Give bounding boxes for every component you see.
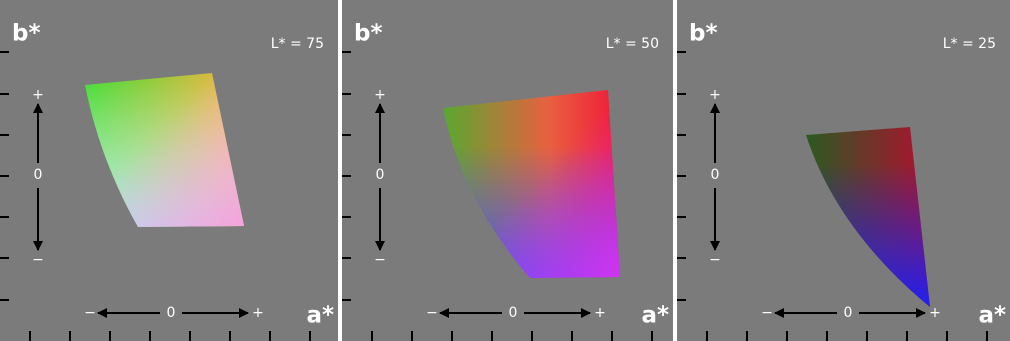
b-axis-sign: 0 xyxy=(711,167,720,183)
b-axis-sign: + xyxy=(32,87,44,103)
a-axis-sign: + xyxy=(594,305,606,321)
b-axis-sign: − xyxy=(709,252,721,268)
a-axis-sign: 0 xyxy=(844,305,853,321)
a-axis-sign: + xyxy=(929,305,941,321)
a-axis-sign: − xyxy=(426,305,438,321)
b-axis-sign: + xyxy=(709,87,721,103)
figure: b* L* = 75 a* +0 − − 0 + b* L* = 50 a* +0 − − 0 + b* L* =… xyxy=(0,0,1010,341)
b-axis-sign: − xyxy=(32,252,44,268)
panel: b* L* = 50 a* +0 − − 0 + xyxy=(342,0,673,341)
a-axis-sign: 0 xyxy=(167,305,176,321)
a-axis-label: a* xyxy=(978,303,1006,329)
b-axis-sign: + xyxy=(374,87,386,103)
a-axis-label: a* xyxy=(641,303,669,329)
b-axis-sign: 0 xyxy=(34,167,43,183)
a-axis-sign: + xyxy=(252,305,264,321)
panel: b* L* = 25 a* +0 − − 0 + xyxy=(677,0,1010,341)
b-axis-label: b* xyxy=(354,21,383,47)
b-axis-sign: − xyxy=(374,252,386,268)
lightness-label: L* = 50 xyxy=(606,36,659,52)
lightness-label: L* = 25 xyxy=(943,36,996,52)
b-axis-label: b* xyxy=(12,21,41,47)
a-axis-sign: − xyxy=(84,305,96,321)
a-axis-sign: 0 xyxy=(509,305,518,321)
a-axis-sign: − xyxy=(761,305,773,321)
panel: b* L* = 75 a* +0 − − 0 + xyxy=(0,0,338,341)
panels: b* L* = 75 a* +0 − − 0 + b* L* = 50 a* +0 − − 0 + b* L* =… xyxy=(0,0,1010,341)
b-axis-sign: 0 xyxy=(376,167,385,183)
lightness-label: L* = 75 xyxy=(271,36,324,52)
a-axis-label: a* xyxy=(306,303,334,329)
b-axis-label: b* xyxy=(689,21,718,47)
